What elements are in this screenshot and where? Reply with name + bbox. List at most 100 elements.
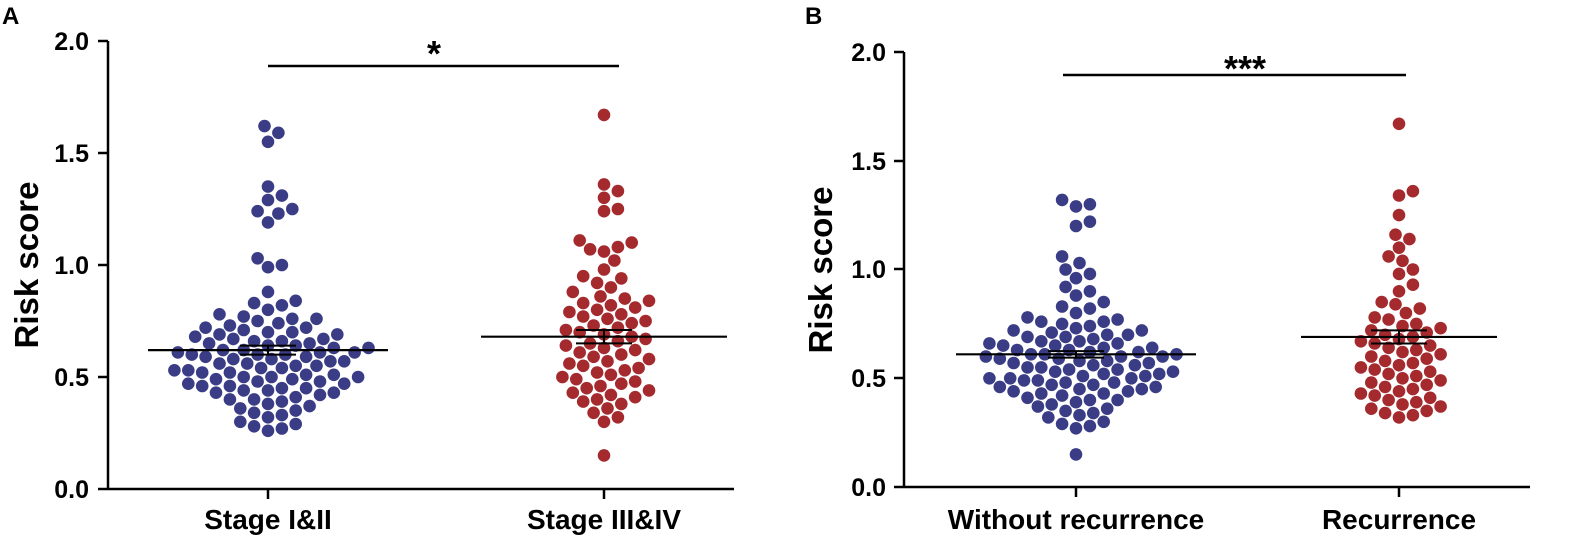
data-point-without-recurrence — [1097, 367, 1110, 381]
data-point-stage-i-ii — [261, 285, 275, 299]
data-point-without-recurrence — [1149, 380, 1162, 394]
data-point-stage-iii-iv — [615, 308, 628, 321]
data-point-without-recurrence — [993, 380, 1007, 394]
data-point-stage-i-ii — [247, 393, 261, 406]
data-point-recurrence — [1382, 341, 1395, 355]
y-tick-label-a: 0.5 — [54, 364, 89, 392]
data-point-stage-i-ii — [337, 377, 351, 391]
group-points-stage-iii-iv — [556, 108, 656, 462]
data-point-stage-i-ii — [261, 180, 275, 193]
data-point-recurrence — [1406, 382, 1420, 396]
data-point-without-recurrence — [1007, 324, 1020, 337]
data-point-stage-i-ii — [247, 406, 261, 420]
data-point-stage-i-ii — [261, 303, 275, 317]
data-point-without-recurrence — [1083, 419, 1097, 433]
data-point-without-recurrence — [1045, 378, 1058, 392]
data-point-stage-i-ii — [286, 372, 299, 386]
panel-label-a: A — [2, 3, 19, 30]
data-point-stage-iii-iv — [611, 321, 625, 335]
data-point-recurrence — [1354, 335, 1368, 348]
data-point-recurrence — [1410, 395, 1423, 409]
y-tick-label-a: 1.0 — [54, 252, 89, 280]
data-point-without-recurrence — [1048, 365, 1062, 379]
data-point-stage-i-ii — [209, 386, 223, 400]
data-point-stage-iii-iv — [618, 292, 632, 305]
data-point-stage-i-ii — [299, 350, 313, 364]
data-point-stage-i-ii — [289, 390, 303, 404]
data-point-stage-i-ii — [261, 135, 275, 149]
data-point-recurrence — [1382, 250, 1395, 263]
data-point-stage-i-ii — [275, 395, 289, 408]
data-point-recurrence — [1410, 343, 1423, 357]
data-point-recurrence — [1406, 184, 1420, 198]
mean-sem-a — [148, 328, 727, 356]
data-point-stage-iii-iv — [590, 393, 604, 406]
y-axis-title-b: Risk score — [802, 187, 839, 354]
data-point-without-recurrence — [1003, 372, 1017, 385]
data-point-recurrence — [1382, 393, 1395, 407]
data-point-stage-i-ii — [188, 330, 202, 344]
data-point-without-recurrence — [1152, 367, 1166, 381]
data-point-without-recurrence — [1069, 200, 1083, 213]
data-point-stage-iii-iv — [570, 372, 583, 386]
data-point-without-recurrence — [1097, 387, 1110, 400]
data-point-recurrence — [1399, 306, 1413, 320]
data-point-stage-iii-iv — [576, 359, 590, 373]
data-point-stage-i-ii — [247, 296, 261, 310]
data-point-stage-iii-iv — [628, 301, 642, 314]
data-point-stage-i-ii — [258, 119, 271, 133]
data-point-stage-i-ii — [237, 310, 250, 323]
data-point-without-recurrence — [1069, 395, 1083, 409]
data-point-stage-iii-iv — [597, 245, 611, 258]
data-point-stage-iii-iv — [563, 305, 576, 319]
data-point-stage-i-ii — [199, 350, 212, 364]
data-point-stage-iii-iv — [559, 323, 573, 337]
data-point-without-recurrence — [1069, 271, 1083, 285]
data-point-without-recurrence — [1042, 411, 1055, 424]
data-point-stage-iii-iv — [615, 397, 628, 411]
data-point-recurrence — [1406, 278, 1420, 292]
data-point-without-recurrence — [1021, 361, 1034, 374]
data-point-stage-iii-iv — [597, 191, 611, 205]
data-point-stage-iii-iv — [615, 272, 628, 285]
data-point-stage-i-ii — [247, 334, 261, 348]
data-point-recurrence — [1392, 285, 1406, 298]
data-point-stage-i-ii — [195, 379, 209, 393]
data-point-recurrence — [1392, 208, 1406, 222]
data-point-stage-iii-iv — [580, 381, 593, 395]
data-point-without-recurrence — [1135, 324, 1149, 337]
data-point-without-recurrence — [996, 339, 1010, 352]
significance-label-a: * — [427, 33, 441, 74]
data-point-recurrence — [1413, 302, 1427, 315]
data-point-without-recurrence — [1135, 382, 1149, 396]
data-point-stage-i-ii — [275, 422, 289, 435]
data-point-without-recurrence — [1087, 378, 1100, 392]
data-point-recurrence — [1392, 358, 1406, 372]
data-point-without-recurrence — [1100, 354, 1114, 368]
data-point-recurrence — [1434, 321, 1447, 335]
data-point-stage-i-ii — [185, 348, 199, 361]
data-point-recurrence — [1368, 389, 1381, 402]
data-point-stage-i-ii — [265, 352, 278, 366]
data-point-recurrence — [1434, 348, 1447, 361]
data-point-recurrence — [1392, 385, 1406, 398]
data-point-recurrence — [1410, 317, 1423, 331]
data-point-stage-i-ii — [237, 384, 250, 397]
data-point-stage-iii-iv — [566, 386, 580, 400]
data-point-without-recurrence — [1114, 350, 1128, 363]
data-point-stage-i-ii — [299, 368, 313, 382]
data-point-recurrence — [1396, 319, 1409, 333]
data-point-recurrence — [1392, 241, 1406, 254]
data-point-stage-iii-iv — [625, 236, 638, 249]
data-point-recurrence — [1382, 367, 1395, 381]
data-point-recurrence — [1389, 228, 1402, 241]
data-point-recurrence — [1368, 363, 1381, 376]
data-point-recurrence — [1396, 398, 1409, 411]
data-point-stage-i-ii — [202, 337, 216, 350]
data-point-stage-i-ii — [240, 357, 254, 370]
data-point-without-recurrence — [1097, 295, 1110, 309]
data-point-stage-iii-iv — [601, 402, 614, 415]
data-point-without-recurrence — [1083, 345, 1097, 359]
data-point-stage-i-ii — [261, 424, 275, 438]
